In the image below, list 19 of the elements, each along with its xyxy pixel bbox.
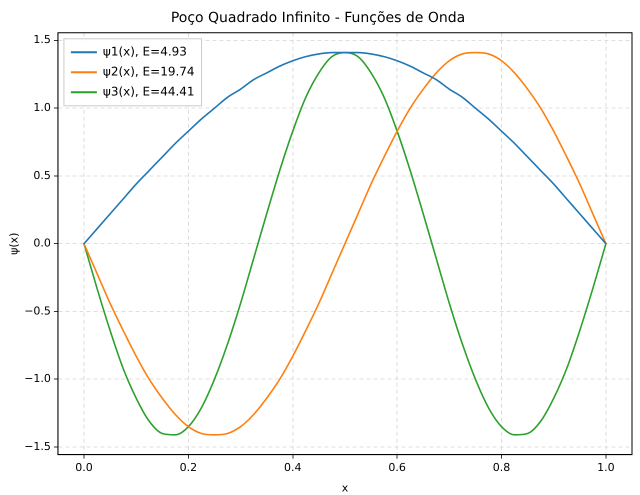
y-tick-label: −0.5 (24, 304, 51, 318)
y-axis-title: ψ(x) (7, 232, 20, 255)
y-tick-label: −1.5 (24, 440, 51, 453)
legend-label: ψ2(x), E=19.74 (102, 64, 195, 78)
legend-label: ψ1(x), E=4.93 (102, 44, 187, 58)
x-tick-label: 0.0 (75, 461, 93, 474)
legend-label: ψ3(x), E=44.41 (102, 84, 195, 98)
y-tick-label: −1.0 (24, 372, 51, 386)
y-tick-label: 1.5 (33, 33, 51, 46)
y-tick-label: 0.0 (33, 236, 51, 250)
chart-title: Poço Quadrado Infinito - Funções de Onda (170, 10, 466, 26)
x-tick-label: 0.2 (180, 461, 198, 474)
x-tick-label: 0.6 (388, 461, 406, 474)
x-tick-label: 1.0 (597, 461, 615, 474)
x-axis-title: x (342, 481, 349, 494)
y-tick-label: 1.0 (33, 101, 51, 114)
y-tick-label: 0.5 (33, 168, 51, 182)
x-tick-label: 0.4 (284, 461, 302, 474)
x-tick-label: 0.8 (492, 461, 510, 474)
